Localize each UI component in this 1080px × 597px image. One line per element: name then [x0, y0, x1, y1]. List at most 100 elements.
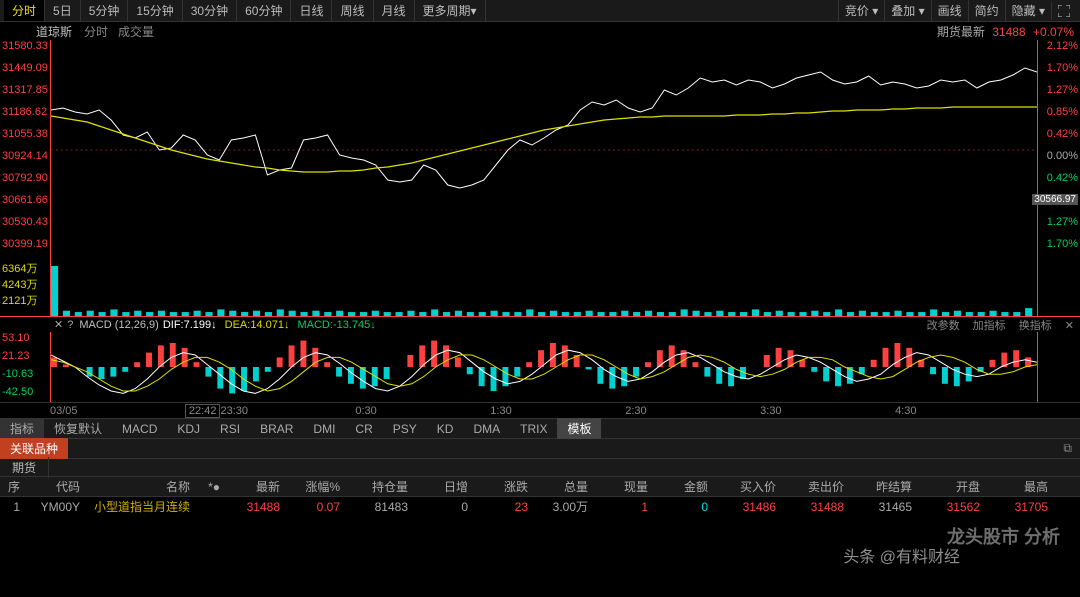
indicator-KD[interactable]: KD [427, 420, 464, 438]
indicator-DMA[interactable]: DMA [463, 420, 510, 438]
tab-weekly[interactable]: 周线 [332, 0, 373, 21]
td-amt: 0 [652, 500, 712, 514]
macd-help-icon[interactable]: ? [67, 319, 73, 331]
td-dayinc: 0 [412, 500, 472, 514]
popout-icon[interactable]: ⧉ [1055, 441, 1080, 456]
btn-hide[interactable]: 隐藏 ▾ [1005, 0, 1051, 21]
td-code: YM00Y [24, 500, 84, 514]
price-chart[interactable]: 31580.3331449.0931317.8531186.6231055.38… [0, 40, 1080, 260]
td-prevsettle: 31465 [848, 500, 916, 514]
tab-5min[interactable]: 5分钟 [81, 0, 129, 21]
th-latest[interactable]: 最新 [224, 478, 284, 495]
th-idx[interactable]: 序 [0, 478, 24, 495]
table-header: 序 代码 名称 *● 最新 涨幅% 持仓量 日增 涨跌 总量 现量 金额 买入价… [0, 476, 1080, 496]
th-ask[interactable]: 卖出价 [780, 478, 848, 495]
macd-change-params[interactable]: 改参数 [927, 320, 960, 332]
volume-y-left: 6364万4243万2121万 [2, 260, 48, 316]
macd-close-icon[interactable]: ✕ [54, 318, 63, 331]
futures-latest: 期货最新 31488 +0.07% [937, 23, 1074, 40]
btn-simple[interactable]: 简约 [968, 0, 1005, 21]
th-chg[interactable]: 涨跌 [472, 478, 532, 495]
macd-header: ✕ ? MACD (12,26,9) DIF:7.199↓ DEA:14.071… [0, 316, 1080, 332]
td-chg: 23 [472, 500, 532, 514]
th-open[interactable]: 开盘 [916, 478, 984, 495]
td-bid: 31486 [712, 500, 780, 514]
period-toolbar: 分时 5日 5分钟 15分钟 30分钟 60分钟 日线 周线 月线 更多周期▾ … [0, 0, 1080, 22]
macd-chart[interactable]: 53.1021.23-10.63-42.50 [0, 332, 1080, 402]
tab-more-periods[interactable]: 更多周期▾ [415, 0, 486, 21]
related-bar: 关联品种 ⧉ [0, 438, 1080, 458]
td-pct: 0.07 [284, 500, 344, 514]
td-ask: 31488 [780, 500, 848, 514]
macd-add-indicator[interactable]: 加指标 [973, 320, 1006, 332]
th-dayinc[interactable]: 日增 [412, 478, 472, 495]
table-row[interactable]: 1 YM00Y 小型道指当月连续 31488 0.07 81483 0 23 3… [0, 496, 1080, 516]
tab-30min[interactable]: 30分钟 [183, 0, 237, 21]
td-high: 31705 [984, 500, 1052, 514]
tab-5day[interactable]: 5日 [45, 0, 81, 21]
macd-close2-icon[interactable]: ✕ [1065, 320, 1074, 332]
price-y-left: 31580.3331449.0931317.8531186.6231055.38… [2, 40, 48, 260]
indicator-bar: 指标恢复默认MACDKDJRSIBRARDMICRPSYKDDMATRIX模板 [0, 418, 1080, 438]
macd-y-left: 53.1021.23-10.63-42.50 [2, 332, 48, 402]
th-high[interactable]: 最高 [984, 478, 1052, 495]
btn-overlay[interactable]: 叠加 ▾ [884, 0, 930, 21]
price-y-right: 2.12%1.70%1.27%0.85%0.42%0.00%0.42%30566… [1036, 40, 1078, 260]
td-totvol: 3.00万 [532, 498, 592, 515]
fullscreen-icon[interactable] [1051, 2, 1076, 20]
th-star[interactable]: *● [194, 480, 224, 494]
indicator-指标[interactable]: 指标 [0, 418, 44, 439]
th-name[interactable]: 名称 [84, 478, 194, 495]
indicator-MACD[interactable]: MACD [112, 420, 167, 438]
tab-monthly[interactable]: 月线 [374, 0, 415, 21]
indicator-TRIX[interactable]: TRIX [510, 420, 557, 438]
volume-chart[interactable]: 6364万4243万2121万 [0, 260, 1080, 316]
btn-drawline[interactable]: 画线 [931, 0, 968, 21]
indicator-BRAR[interactable]: BRAR [250, 420, 303, 438]
chart-info-row: 道琼斯 分时 成交量 期货最新 31488 +0.07% [0, 22, 1080, 40]
macd-plot [50, 332, 1038, 402]
macd-val: MACD:-13.745↓ [297, 319, 375, 331]
chevron-down-icon: ▾ [471, 4, 477, 18]
related-tab[interactable]: 关联品种 [0, 438, 68, 459]
time-axis: 03/0522:4223:300:301:302:303:304:30 [0, 402, 1080, 418]
security-name: 道琼斯 [36, 23, 72, 40]
th-bid[interactable]: 买入价 [712, 478, 780, 495]
tab-15min[interactable]: 15分钟 [128, 0, 182, 21]
th-pct[interactable]: 涨幅% [284, 478, 344, 495]
macd-switch-indicator[interactable]: 换指标 [1019, 320, 1052, 332]
indicator-CR[interactable]: CR [345, 420, 382, 438]
indicator-恢复默认[interactable]: 恢复默认 [44, 418, 112, 439]
period-label: 分时 [84, 23, 108, 40]
macd-dif: DIF:7.199↓ [163, 319, 217, 331]
macd-dea: DEA:14.071↓ [225, 319, 290, 331]
th-amt[interactable]: 金额 [652, 478, 712, 495]
th-oi[interactable]: 持仓量 [344, 478, 412, 495]
volume-plot [50, 260, 1038, 316]
volume-label: 成交量 [118, 23, 154, 40]
sub-tab-bar: 期货 [0, 458, 1080, 476]
tab-daily[interactable]: 日线 [291, 0, 332, 21]
tab-intraday[interactable]: 分时 [4, 0, 45, 21]
td-idx: 1 [0, 500, 24, 514]
price-plot [50, 40, 1038, 260]
indicator-PSY[interactable]: PSY [383, 420, 427, 438]
td-oi: 81483 [344, 500, 412, 514]
th-totvol[interactable]: 总量 [532, 478, 592, 495]
td-latest: 31488 [224, 500, 284, 514]
th-prevsettle[interactable]: 昨结算 [848, 478, 916, 495]
watermark-2: 头条 @有料财经 [843, 543, 960, 567]
td-curvol: 1 [592, 500, 652, 514]
macd-title: MACD (12,26,9) [79, 319, 158, 331]
th-curvol[interactable]: 现量 [592, 478, 652, 495]
indicator-DMI[interactable]: DMI [303, 420, 345, 438]
tab-60min[interactable]: 60分钟 [237, 0, 291, 21]
watermark-1: 龙头股市 分析 [947, 523, 1060, 549]
indicator-RSI[interactable]: RSI [210, 420, 250, 438]
td-open: 31562 [916, 500, 984, 514]
indicator-模板[interactable]: 模板 [557, 418, 601, 439]
indicator-KDJ[interactable]: KDJ [167, 420, 210, 438]
th-code[interactable]: 代码 [24, 478, 84, 495]
subtab-futures[interactable]: 期货 [0, 457, 49, 478]
btn-bidding[interactable]: 竞价 ▾ [838, 0, 884, 21]
